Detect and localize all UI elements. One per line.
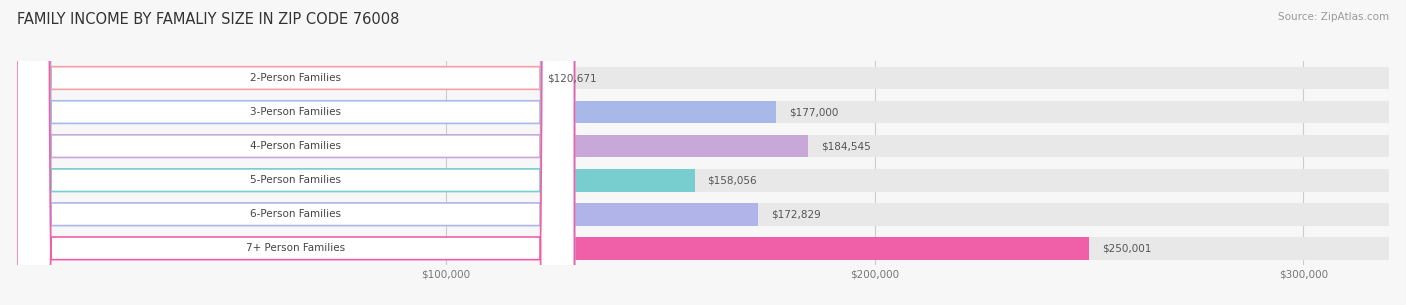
Bar: [17, 101, 776, 124]
Bar: [17, 237, 1090, 260]
FancyBboxPatch shape: [17, 0, 575, 305]
Text: $177,000: $177,000: [789, 107, 838, 117]
Bar: [17, 237, 1389, 260]
Text: 4-Person Families: 4-Person Families: [250, 141, 342, 151]
FancyBboxPatch shape: [17, 0, 575, 305]
Text: 5-Person Families: 5-Person Families: [250, 175, 342, 185]
Bar: [17, 67, 1389, 89]
Bar: [17, 67, 534, 89]
Bar: [17, 135, 808, 157]
Bar: [17, 203, 1389, 226]
Bar: [17, 101, 1389, 124]
FancyBboxPatch shape: [17, 0, 575, 305]
Bar: [17, 203, 758, 226]
Text: $172,829: $172,829: [770, 209, 821, 219]
Text: Source: ZipAtlas.com: Source: ZipAtlas.com: [1278, 12, 1389, 22]
Bar: [17, 135, 1389, 157]
FancyBboxPatch shape: [17, 0, 575, 305]
Text: $158,056: $158,056: [707, 175, 758, 185]
Bar: [17, 169, 1389, 192]
Text: 2-Person Families: 2-Person Families: [250, 73, 342, 83]
Text: 7+ Person Families: 7+ Person Families: [246, 243, 346, 253]
Text: FAMILY INCOME BY FAMALIY SIZE IN ZIP CODE 76008: FAMILY INCOME BY FAMALIY SIZE IN ZIP COD…: [17, 12, 399, 27]
Text: 6-Person Families: 6-Person Families: [250, 209, 342, 219]
FancyBboxPatch shape: [17, 0, 575, 305]
Text: $184,545: $184,545: [821, 141, 870, 151]
Text: $250,001: $250,001: [1102, 243, 1152, 253]
Bar: [17, 169, 695, 192]
FancyBboxPatch shape: [17, 0, 575, 305]
Text: 3-Person Families: 3-Person Families: [250, 107, 342, 117]
Text: $120,671: $120,671: [547, 73, 596, 83]
